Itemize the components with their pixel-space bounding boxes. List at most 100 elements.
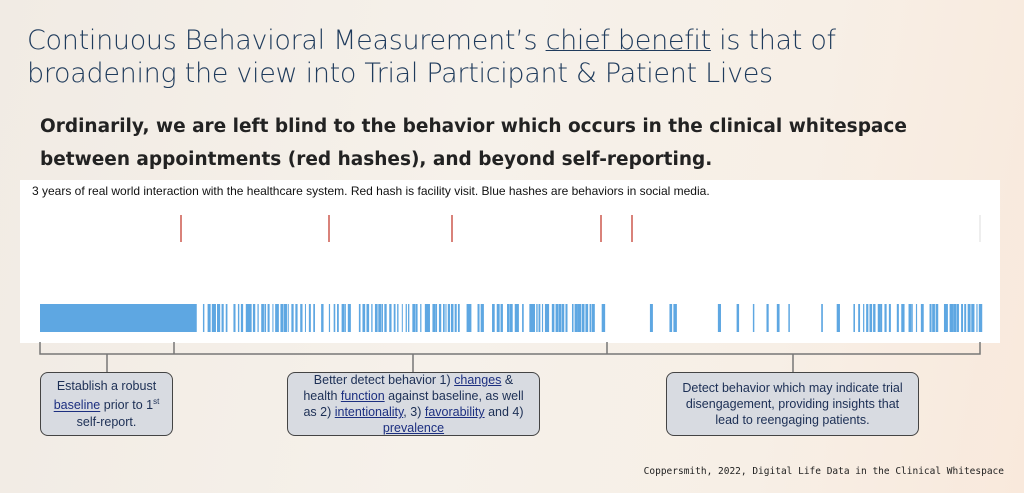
social-hash — [415, 304, 418, 332]
social-hash — [500, 304, 503, 332]
social-hash — [248, 304, 252, 332]
social-hash — [717, 304, 721, 332]
social-hash — [561, 304, 565, 332]
social-hash — [911, 304, 913, 332]
callout-box: Better detect behavior 1) changes & heal… — [287, 372, 540, 436]
social-hash — [929, 304, 932, 332]
title: Continuous Behavioral Measurement’s chie… — [27, 24, 836, 90]
callout-text: Better detect behavior 1) changes & heal… — [296, 372, 531, 436]
social-hash — [509, 304, 513, 332]
social-hash — [221, 304, 224, 332]
social-hash — [558, 304, 562, 332]
social-hash — [821, 304, 823, 332]
social-hash — [195, 304, 197, 332]
social-hash — [949, 304, 953, 332]
visit-hashes — [180, 215, 981, 242]
social-hash — [967, 304, 971, 332]
social-hash — [961, 304, 964, 332]
social-hash — [362, 304, 366, 332]
social-hash — [601, 304, 606, 332]
social-hash — [507, 304, 510, 332]
subtitle-line: Ordinarily, we are left blind to the beh… — [40, 116, 907, 137]
social-hash — [381, 304, 383, 332]
social-hash — [673, 304, 677, 332]
social-hash — [344, 304, 346, 332]
social-hash — [397, 304, 399, 332]
social-hash — [752, 304, 755, 332]
link-text: favorability — [424, 405, 485, 419]
social-hash — [457, 304, 460, 332]
social-hash — [321, 304, 324, 332]
social-hash — [964, 304, 967, 332]
social-hash — [432, 304, 436, 332]
social-hash — [877, 304, 881, 332]
social-hash — [454, 304, 457, 332]
social-hash — [669, 304, 673, 332]
social-hash — [776, 304, 780, 332]
social-hash — [304, 304, 306, 332]
text: st — [153, 397, 160, 407]
social-hash — [347, 304, 351, 332]
social-hash — [492, 304, 495, 332]
social-hash — [358, 304, 361, 332]
social-hash — [971, 304, 975, 332]
social-hash — [884, 304, 887, 332]
social-hash — [291, 304, 294, 332]
social-hash — [233, 304, 236, 332]
social-hash — [333, 304, 336, 332]
social-hash — [869, 304, 873, 332]
social-hash — [384, 304, 387, 332]
social-hash — [517, 304, 519, 332]
social-hash — [591, 304, 595, 332]
social-hash — [313, 304, 315, 332]
social-hash — [863, 304, 865, 332]
social-hash — [308, 304, 311, 332]
social-hash — [389, 304, 392, 332]
subtitle: Ordinarily, we are left blind to the beh… — [40, 110, 907, 176]
social-hash — [915, 304, 918, 332]
social-hash — [217, 304, 221, 332]
social-hash — [932, 304, 935, 332]
social-hash — [577, 304, 582, 332]
social-hash — [976, 304, 978, 332]
text: against baseline, as well as 2) — [303, 389, 524, 419]
callout-box: Detect behavior which may indicate trial… — [666, 372, 919, 436]
social-hash — [565, 304, 568, 332]
subtitle-line: between appointments (red hashes), and b… — [40, 149, 713, 170]
social-hash — [973, 304, 975, 332]
link-text: function — [340, 389, 385, 403]
social-hash — [888, 304, 891, 332]
social-hash — [341, 304, 345, 332]
social-hash — [920, 304, 924, 332]
social-hash — [477, 304, 480, 332]
social-hash — [443, 304, 445, 332]
social-hash — [589, 304, 592, 332]
title-emphasis: chief benefit — [545, 25, 712, 56]
title-text: broadening the view into Trial Participa… — [27, 58, 773, 89]
social-hash — [766, 304, 769, 332]
social-hash — [571, 304, 574, 332]
social-hash — [427, 304, 430, 332]
social-hash — [466, 304, 470, 332]
social-hash — [544, 304, 549, 332]
callout-text: Detect behavior which may indicate trial… — [682, 381, 903, 427]
text: and 4) — [484, 405, 524, 419]
social-hash — [393, 304, 396, 332]
text: self-report. — [76, 414, 137, 429]
social-hash — [275, 304, 278, 332]
social-hash — [405, 304, 407, 332]
social-hash — [469, 304, 472, 332]
social-hash — [408, 304, 410, 332]
social-hash — [40, 304, 195, 332]
social-hash — [378, 304, 381, 332]
social-hash — [240, 304, 244, 332]
social-hash — [736, 304, 740, 332]
social-hash — [514, 304, 518, 332]
bracket — [39, 342, 981, 355]
social-hash — [257, 304, 259, 332]
social-hash — [267, 304, 270, 332]
social-hash — [522, 304, 524, 332]
text: prior to 1 — [100, 398, 154, 413]
social-hash — [272, 304, 274, 332]
